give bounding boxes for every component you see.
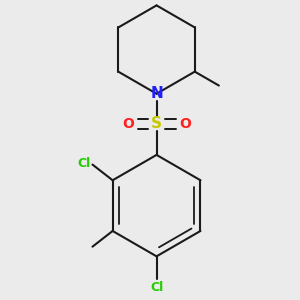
- Text: Cl: Cl: [150, 281, 163, 294]
- Text: O: O: [122, 117, 134, 131]
- Text: S: S: [151, 116, 162, 131]
- Text: N: N: [150, 86, 163, 101]
- Text: Cl: Cl: [78, 158, 91, 170]
- Text: O: O: [179, 117, 191, 131]
